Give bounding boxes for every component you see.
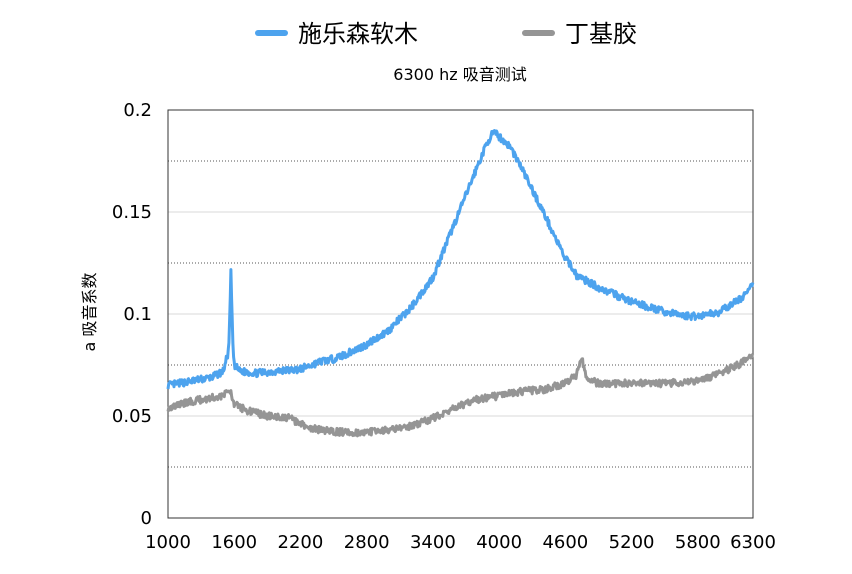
y-tick-labels: 0 0.05 0.1 0.15 0.2 [112,100,152,529]
legend: 施乐森软木 丁基胶 [255,20,637,48]
x-tick-label-5: 3400 [410,532,456,553]
x-tick-label-7: 4600 [542,532,588,553]
y-tick-label-4: 0.15 [112,202,152,223]
legend-label-series-2: 丁基胶 [565,20,637,48]
series-line-1 [166,129,755,390]
x-tick-label-6: 4000 [476,532,522,553]
x-tick-label-4: 2800 [344,532,390,553]
x-tick-label-9: 5800 [675,532,721,553]
chart-title: 6300 hz 吸音测试 [393,65,526,84]
legend-label-series-1: 施乐森软木 [298,20,418,48]
x-tick-label-8: 5200 [609,532,655,553]
y-tick-label-3: 0.1 [123,304,152,325]
y-tick-label-5: 0.2 [123,100,152,121]
series-line-2 [166,353,755,438]
x-tick-labels: 1000 1600 2200 2800 3400 4000 4600 5200 5800 6300 [145,532,776,553]
x-tick-label-3: 2200 [278,532,324,553]
x-tick-label-10: 6300 [730,532,776,553]
y-axis-label: a 吸音系数 [80,273,99,352]
series-lines [166,129,755,438]
x-tick-label-1: 1000 [145,532,191,553]
x-tick-label-2: 1600 [211,532,257,553]
y-tick-label-2: 0.05 [112,406,152,427]
y-tick-label-1: 0 [141,508,152,529]
plot-frame [167,109,754,519]
